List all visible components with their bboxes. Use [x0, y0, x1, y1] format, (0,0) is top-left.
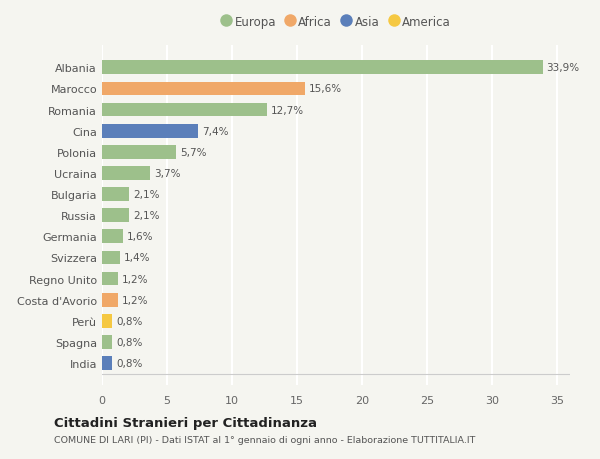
Bar — [102, 83, 305, 96]
Text: 1,2%: 1,2% — [122, 295, 148, 305]
Bar — [102, 124, 198, 138]
Text: 33,9%: 33,9% — [547, 63, 580, 73]
Text: 1,2%: 1,2% — [122, 274, 148, 284]
Text: Cittadini Stranieri per Cittadinanza: Cittadini Stranieri per Cittadinanza — [54, 416, 317, 429]
Text: 0,8%: 0,8% — [116, 337, 143, 347]
Text: 7,4%: 7,4% — [202, 126, 229, 136]
Text: 5,7%: 5,7% — [180, 147, 206, 157]
Bar — [102, 103, 267, 117]
Text: 1,6%: 1,6% — [127, 232, 153, 242]
Bar — [102, 188, 130, 202]
Text: 2,1%: 2,1% — [133, 211, 160, 221]
Text: 3,7%: 3,7% — [154, 168, 181, 179]
Bar — [102, 272, 118, 286]
Text: 1,4%: 1,4% — [124, 253, 151, 263]
Legend: Europa, Africa, Asia, America: Europa, Africa, Asia, America — [217, 11, 455, 34]
Text: 0,8%: 0,8% — [116, 358, 143, 368]
Bar — [102, 167, 150, 180]
Bar — [102, 357, 112, 370]
Text: 2,1%: 2,1% — [133, 190, 160, 200]
Bar — [102, 293, 118, 307]
Bar — [102, 336, 112, 349]
Bar — [102, 146, 176, 159]
Text: COMUNE DI LARI (PI) - Dati ISTAT al 1° gennaio di ogni anno - Elaborazione TUTTI: COMUNE DI LARI (PI) - Dati ISTAT al 1° g… — [54, 435, 475, 443]
Text: 12,7%: 12,7% — [271, 106, 304, 115]
Text: 0,8%: 0,8% — [116, 316, 143, 326]
Bar — [102, 230, 123, 244]
Bar — [102, 251, 120, 265]
Bar — [102, 314, 112, 328]
Bar — [102, 62, 543, 75]
Text: 15,6%: 15,6% — [309, 84, 342, 94]
Bar — [102, 209, 130, 223]
